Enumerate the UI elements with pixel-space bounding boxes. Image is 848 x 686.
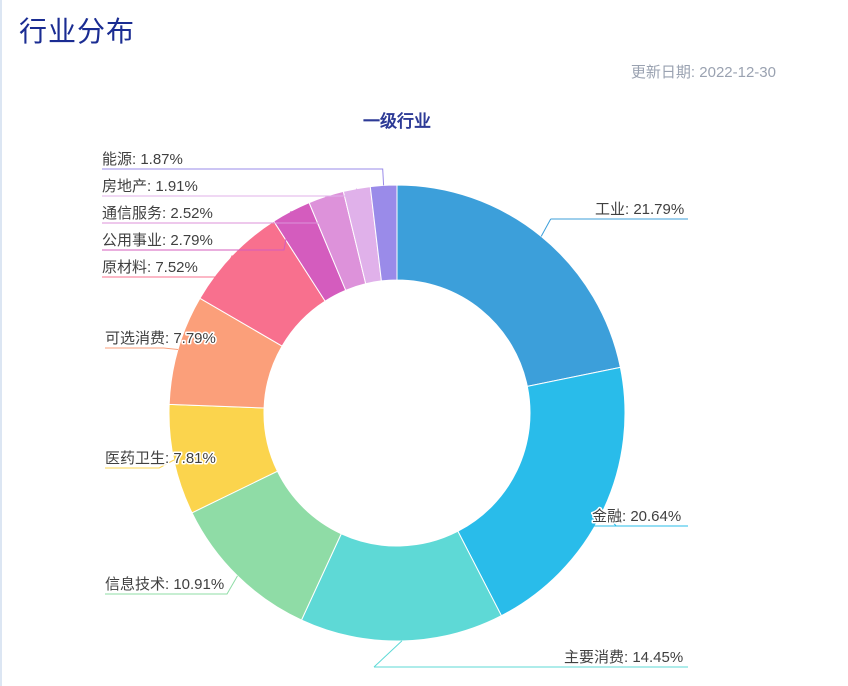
pie-slice[interactable] <box>457 366 626 617</box>
slice-label: 原材料: 7.52% <box>102 259 198 276</box>
slice-label: 公用事业: 2.79% <box>102 232 213 249</box>
slice-label: 可选消费: 7.79% <box>105 330 216 347</box>
label-line <box>102 168 385 186</box>
slice-label: 金融: 20.64% <box>592 508 681 525</box>
label-line <box>589 511 688 527</box>
label-line <box>540 218 688 237</box>
label-line <box>373 640 688 668</box>
slice-label: 房地产: 1.91% <box>102 178 198 195</box>
pie-slices <box>168 184 626 642</box>
slice-label: 通信服务: 2.52% <box>102 205 213 222</box>
update-date-text: 更新日期: 2022-12-30 <box>630 64 776 81</box>
label-lines <box>102 168 688 668</box>
slice-label: 工业: 21.79% <box>595 201 684 218</box>
pie-slice[interactable] <box>396 184 621 387</box>
slice-label: 医药卫生: 7.81% <box>105 450 216 467</box>
label-line <box>102 196 327 224</box>
label-line <box>105 347 179 350</box>
slice-label: 主要消费: 14.45% <box>564 649 683 666</box>
label-line <box>102 188 358 197</box>
slice-label: 能源: 1.87% <box>102 151 183 168</box>
label-line <box>105 459 175 469</box>
pie-slice[interactable] <box>369 184 398 282</box>
slice-label: 信息技术: 10.91% <box>105 576 224 593</box>
label-line <box>105 575 238 595</box>
label-line <box>102 211 292 251</box>
page-title: 行业分布 <box>19 16 136 47</box>
label-line <box>102 255 233 278</box>
slice-labels: 工业: 21.79% 金融: 20.64% 主要消费: 14.45% 信息技术: 10… <box>101 150 686 668</box>
